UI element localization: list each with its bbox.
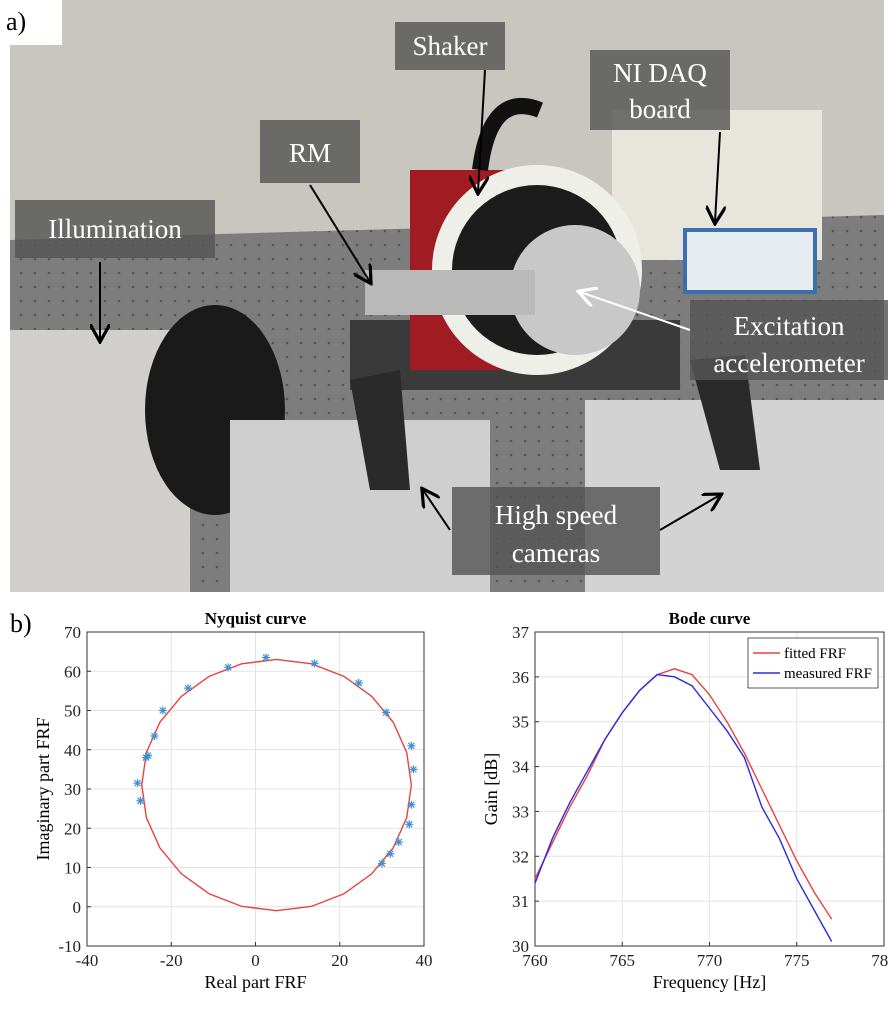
series-line — [535, 669, 832, 919]
y-tick-label: 70 — [64, 623, 81, 642]
y-tick-label: 20 — [64, 819, 81, 838]
annotation: accelerometer — [713, 348, 864, 378]
chart-title: Nyquist curve — [205, 609, 307, 628]
data-point — [386, 850, 394, 858]
data-point — [134, 779, 142, 787]
data-point — [407, 742, 415, 750]
data-point — [224, 663, 232, 671]
y-tick-label: 40 — [64, 741, 81, 760]
x-axis-label: Real part FRF — [205, 972, 307, 992]
x-tick-label: 775 — [784, 951, 810, 970]
y-tick-label: 34 — [512, 758, 530, 777]
annotation: NI DAQ — [613, 58, 707, 88]
data-point — [409, 765, 417, 773]
y-axis-label: Imaginary part FRF — [33, 718, 53, 861]
figure: a) Shaker NI DAQ board RM Illumination E… — [0, 0, 888, 1026]
data-point — [382, 708, 390, 716]
y-tick-label: 32 — [512, 847, 529, 866]
annotation: Excitation — [734, 311, 845, 341]
series-line — [142, 659, 412, 910]
y-tick-label: 35 — [512, 713, 529, 732]
data-point — [310, 659, 318, 667]
annotation: Shaker — [413, 31, 488, 61]
y-tick-label: 60 — [64, 662, 81, 681]
x-tick-label: 765 — [610, 951, 636, 970]
data-point — [262, 654, 270, 662]
chart-title: Bode curve — [669, 609, 751, 628]
annotation: cameras — [512, 538, 600, 568]
photo — [10, 0, 884, 592]
y-axis-label: Gain [dB] — [481, 753, 501, 825]
y-tick-label: 30 — [512, 937, 529, 956]
legend-label: fitted FRF — [784, 646, 846, 662]
y-tick-label: 0 — [73, 898, 82, 917]
data-point — [136, 797, 144, 805]
data-point — [405, 820, 413, 828]
x-tick-label: 40 — [416, 951, 433, 970]
y-tick-label: 50 — [64, 702, 81, 721]
x-tick-label: -20 — [160, 951, 183, 970]
y-tick-label: 31 — [512, 892, 529, 911]
x-tick-label: 780 — [871, 951, 888, 970]
data-point — [355, 679, 363, 687]
y-tick-label: 30 — [64, 780, 81, 799]
data-point — [150, 732, 158, 740]
data-point — [407, 801, 415, 809]
annotation: Illumination — [48, 214, 182, 244]
x-tick-label: 20 — [331, 951, 348, 970]
annotation: board — [629, 94, 691, 124]
panel-label: a) — [6, 7, 26, 36]
panel-label: b) — [10, 609, 32, 638]
data-point — [184, 684, 192, 692]
y-tick-label: 36 — [512, 668, 529, 687]
data-point — [395, 838, 403, 846]
y-tick-label: -10 — [58, 937, 81, 956]
x-tick-label: 770 — [697, 951, 723, 970]
data-point — [159, 707, 167, 715]
x-axis-label: Frequency [Hz] — [653, 972, 766, 992]
legend-label: measured FRF — [784, 666, 872, 682]
data-point — [144, 752, 152, 760]
x-tick-label: 0 — [251, 951, 260, 970]
page: { "figure": { "panel_a": { "label": "a)"… — [0, 0, 888, 1026]
annotation: RM — [289, 138, 331, 168]
y-tick-label: 37 — [512, 623, 530, 642]
y-tick-label: 33 — [512, 802, 529, 821]
y-tick-label: 10 — [64, 859, 81, 878]
annotation: High speed — [495, 500, 618, 530]
data-point — [378, 860, 386, 868]
